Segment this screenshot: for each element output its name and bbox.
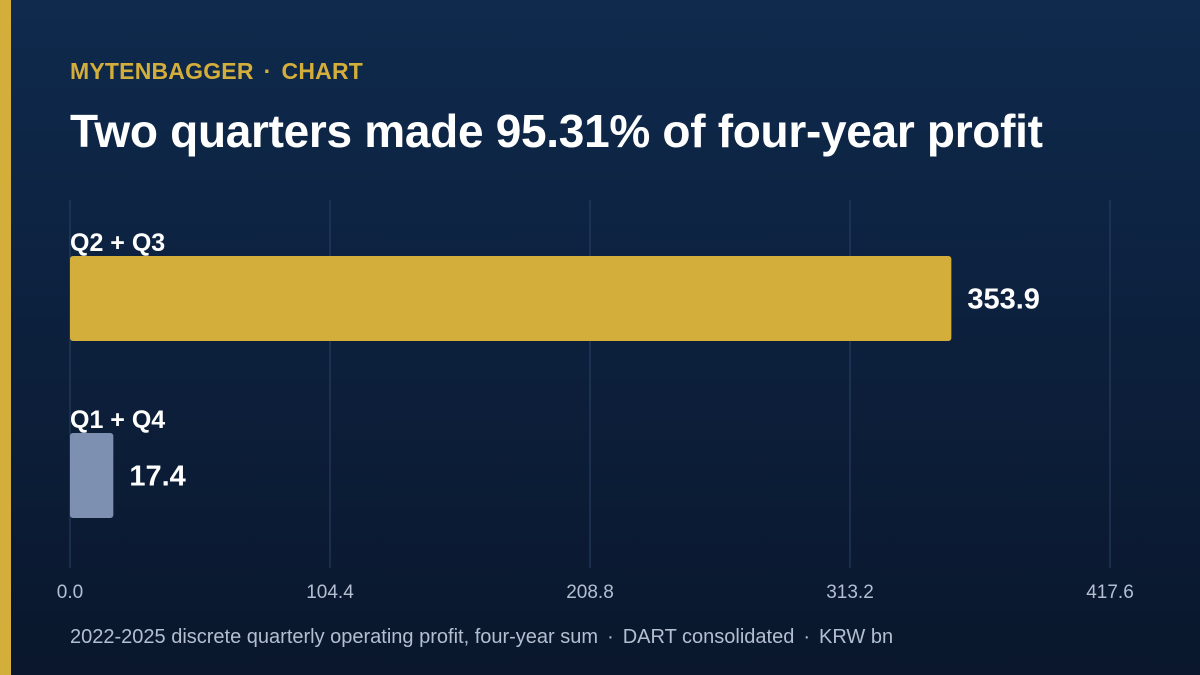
x-tick-label: 313.2 (826, 582, 874, 603)
footnote-separator: · (803, 626, 810, 648)
bar (70, 433, 114, 518)
kicker-separator: · (263, 58, 272, 84)
data-label: 353.9 (967, 284, 1040, 316)
footnote: 2022-2025 discrete quarterly operating p… (70, 626, 893, 649)
brand-label: MYTENBAGGER (70, 58, 254, 84)
section-label: CHART (281, 58, 364, 84)
bars: Q2 + Q3 353.9 Q1 + Q4 17.4 (70, 229, 1040, 518)
data-label: 17.4 (129, 461, 185, 493)
page-title: Two quarters made 95.31% of four-year pr… (70, 105, 1043, 157)
x-tick-label: 0.0 (57, 582, 83, 603)
gridlines (69, 200, 1111, 568)
category-label: Q2 + Q3 (70, 229, 165, 257)
x-axis-ticks: 0.0 104.4 208.8 313.2 417.6 (57, 582, 1134, 603)
x-tick-label: 104.4 (306, 582, 354, 603)
accent-stripe (0, 0, 11, 675)
x-tick-label: 417.6 (1086, 582, 1134, 603)
x-tick-label: 208.8 (566, 582, 614, 603)
category-label: Q1 + Q4 (70, 406, 165, 434)
footnote-unit: KRW bn (819, 626, 894, 648)
footnote-separator: · (607, 626, 614, 648)
kicker: MYTENBAGGER · CHART (70, 58, 363, 85)
bar (70, 256, 952, 341)
footnote-source: 2022-2025 discrete quarterly operating p… (70, 626, 599, 648)
footnote-dataset: DART consolidated (622, 626, 795, 648)
